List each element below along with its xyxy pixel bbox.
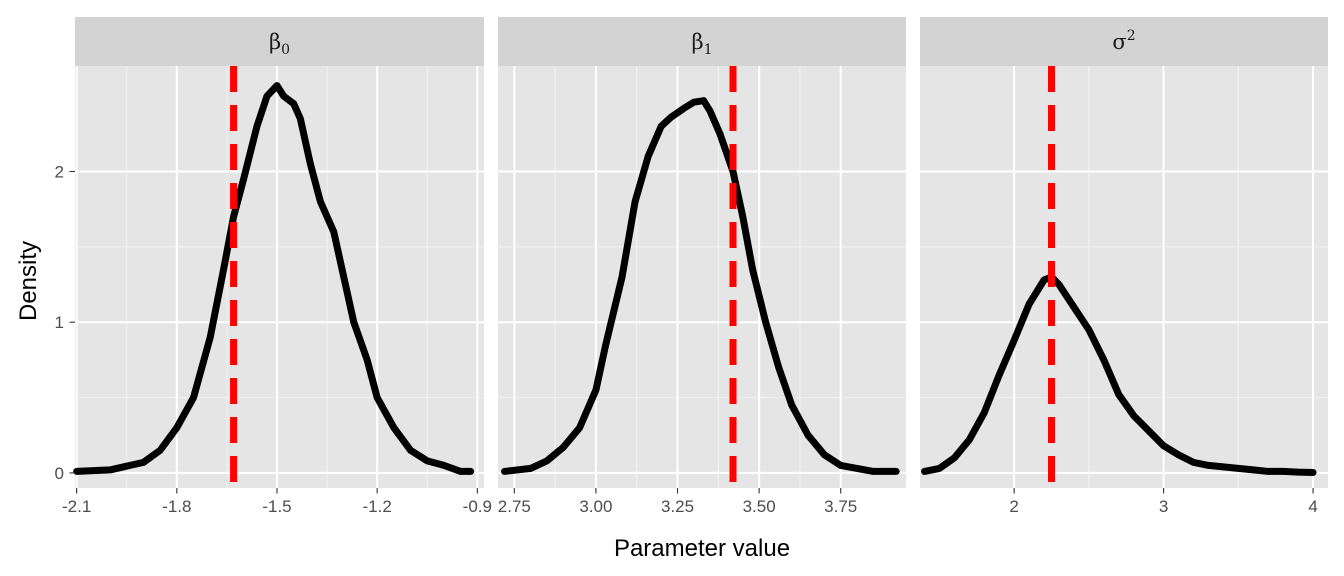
x-tick-label-beta1-2: 3.25	[661, 497, 694, 516]
strip-script-sigma2: 2	[1127, 28, 1136, 44]
x-tick-label-beta0-4: -0.9	[463, 497, 492, 516]
density-curve-sigma2	[920, 273, 1317, 476]
strip-script-beta0: 0	[281, 42, 290, 58]
facet-beta0: β0 -2.1 -1.8 -1.5 -1.2 -0.9	[62, 17, 492, 516]
strip-background-beta1	[498, 17, 906, 66]
y-tick-label-2: 2	[55, 163, 64, 182]
panel-background-beta1	[498, 66, 906, 488]
facet-sigma2: σ22 3 4	[920, 17, 1328, 516]
x-tick-label-beta0-1: -1.8	[162, 497, 191, 516]
y-tick-label-1: 1	[55, 313, 64, 332]
strip-symbol-sigma2: σ	[1112, 30, 1126, 54]
x-tick-label-beta1-1: 3.00	[579, 497, 612, 516]
x-tick-label-sigma2-1: 3	[1159, 497, 1168, 516]
strip-label-beta0: β0	[269, 30, 290, 58]
y-axis-title: Density	[15, 241, 42, 321]
x-tick-label-beta1-3: 3.50	[743, 497, 776, 516]
density-curve-beta1	[501, 97, 900, 475]
x-tick-label-beta1-4: 3.75	[824, 497, 857, 516]
y-tick-label-0: 0	[55, 464, 64, 483]
strip-symbol-beta1: β	[691, 30, 703, 54]
x-tick-label-sigma2-0: 2	[1009, 497, 1018, 516]
y-axis: 0 1 2	[55, 163, 75, 483]
strip-label-beta1: β1	[691, 30, 712, 58]
strip-script-beta1: 1	[704, 42, 713, 58]
x-tick-label-beta0-2: -1.5	[262, 497, 291, 516]
density-curve-beta0	[73, 82, 475, 475]
facet-beta1: β1 2.75 3.00 3.25 3.50 3.75	[498, 17, 906, 516]
strip-label-sigma2: σ2	[1112, 28, 1135, 54]
strip-background-beta0	[75, 17, 484, 66]
strip-symbol-beta0: β	[269, 30, 281, 54]
x-tick-label-beta0-0: -2.1	[62, 497, 91, 516]
panel-background-sigma2	[920, 66, 1328, 488]
x-tick-label-beta0-3: -1.2	[363, 497, 392, 516]
panel-background-beta0	[75, 66, 484, 488]
strip-background-sigma2	[920, 17, 1328, 66]
x-axis-title: Parameter value	[614, 535, 790, 562]
x-tick-label-beta1-0: 2.75	[498, 497, 531, 516]
x-tick-label-sigma2-2: 4	[1308, 497, 1317, 516]
